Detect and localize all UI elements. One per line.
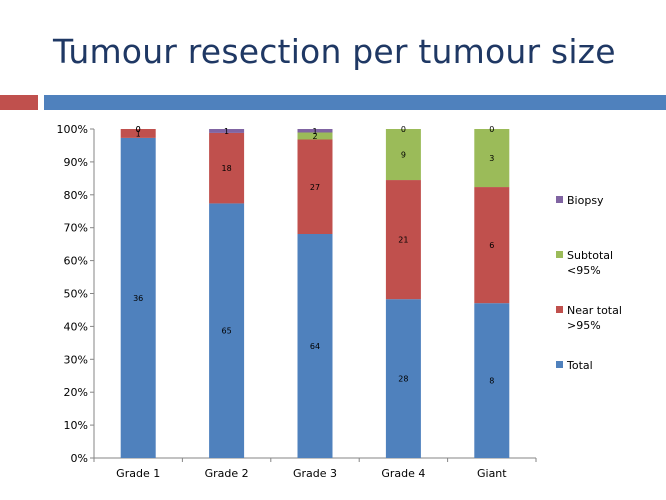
- bar-segment: [297, 139, 333, 234]
- y-tick-label: 90%: [64, 156, 88, 169]
- data-label: 36: [133, 294, 143, 303]
- bar-segment: [474, 129, 510, 188]
- legend-swatch: [556, 196, 563, 203]
- bar-segment: [297, 234, 333, 458]
- data-label: 0: [136, 125, 141, 134]
- y-tick-label: 0%: [71, 452, 88, 465]
- x-category-label: Grade 1: [116, 467, 160, 480]
- x-category-label: Grade 4: [381, 467, 425, 480]
- legend-swatch: [556, 306, 563, 313]
- title-accent-bar-blue: [44, 95, 666, 110]
- bar-segment: [120, 137, 156, 458]
- data-label: 28: [398, 375, 408, 384]
- legend-label: <95%: [567, 264, 601, 277]
- data-label: 1: [224, 127, 229, 136]
- legend-swatch: [556, 251, 563, 258]
- bar-segment: [474, 187, 510, 304]
- bar-segment: [385, 129, 421, 181]
- y-tick-label: 50%: [64, 288, 88, 301]
- legend-swatch: [556, 361, 563, 368]
- x-category-label: Grade 2: [205, 467, 249, 480]
- chart-plot-area: 0%10%20%30%40%50%60%70%80%90%100%36100Gr…: [57, 123, 622, 480]
- data-label: 2: [312, 132, 317, 141]
- y-tick-label: 30%: [64, 353, 88, 366]
- y-tick-label: 70%: [64, 222, 88, 235]
- data-label: 8: [489, 377, 494, 386]
- data-label: 9: [401, 151, 406, 160]
- data-label: 1: [136, 129, 141, 138]
- legend-label: Near total: [567, 304, 622, 317]
- y-tick-label: 60%: [64, 255, 88, 268]
- data-label: 3: [489, 154, 494, 163]
- data-label: 0: [401, 125, 406, 134]
- data-label: 18: [222, 164, 232, 173]
- legend-label: Biopsy: [567, 194, 604, 207]
- bar-segment: [297, 132, 333, 140]
- data-label: 27: [310, 183, 320, 192]
- bar-segment: [385, 299, 421, 458]
- slide-title: Tumour resection per tumour size: [53, 32, 616, 71]
- legend-label: Total: [566, 359, 593, 372]
- y-tick-label: 100%: [57, 123, 88, 136]
- data-label: 1: [312, 127, 317, 136]
- bar-segment: [120, 129, 156, 138]
- y-tick-label: 20%: [64, 386, 88, 399]
- bar-segment: [385, 180, 421, 300]
- data-label: 65: [222, 327, 232, 336]
- x-category-label: Giant: [477, 467, 507, 480]
- bar-segment: [474, 303, 510, 458]
- data-label: 64: [310, 342, 320, 351]
- y-tick-label: 10%: [64, 419, 88, 432]
- data-label: 21: [398, 236, 408, 245]
- x-category-label: Grade 3: [293, 467, 337, 480]
- y-tick-label: 80%: [64, 189, 88, 202]
- legend-label: >95%: [567, 319, 601, 332]
- y-tick-label: 40%: [64, 320, 88, 333]
- title-accent-bar-red: [0, 95, 38, 110]
- data-label: 0: [136, 125, 141, 134]
- bar-segment: [209, 132, 245, 204]
- bar-segment: [209, 129, 245, 133]
- legend-label: Subtotal: [567, 249, 613, 262]
- bar-segment: [209, 203, 245, 458]
- bar-segment: [297, 129, 333, 133]
- data-label: 6: [489, 241, 494, 250]
- data-label: 0: [489, 125, 494, 134]
